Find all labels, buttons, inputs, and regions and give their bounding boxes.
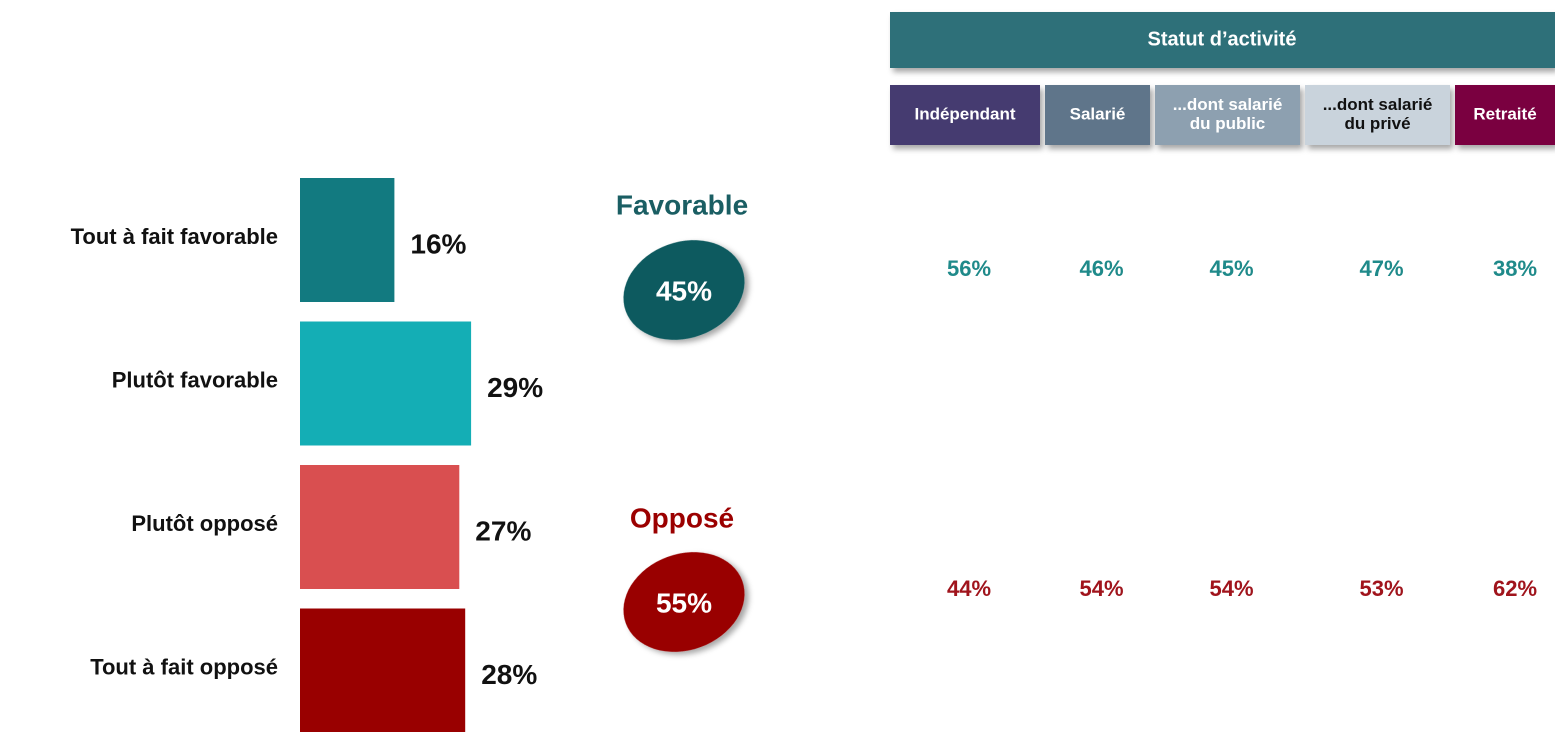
bar (300, 178, 395, 302)
bar (300, 608, 466, 732)
column-header (1305, 85, 1450, 145)
summary-value: 55% (656, 587, 712, 618)
value-label: 27% (475, 515, 531, 546)
category-label: Tout à fait favorable (71, 224, 278, 249)
column-label: ...dont salarié (1173, 95, 1283, 114)
table-value: 47% (1359, 256, 1403, 281)
summary-title: Favorable (616, 189, 748, 220)
table-value: 53% (1359, 576, 1403, 601)
table-title: Statut d’activité (1148, 28, 1297, 50)
value-label: 28% (481, 659, 537, 690)
table-value: 62% (1493, 576, 1537, 601)
summary-title: Opposé (630, 502, 734, 533)
summary-oval (623, 240, 745, 340)
column-label: du privé (1344, 114, 1410, 133)
table-value: 44% (947, 576, 991, 601)
column-header (1045, 85, 1150, 145)
table-value: 56% (947, 256, 991, 281)
bar (300, 465, 460, 589)
column-label: du public (1190, 114, 1266, 133)
column-label: ...dont salarié (1323, 95, 1433, 114)
summary-oval (623, 552, 745, 652)
table-value: 54% (1079, 576, 1123, 601)
table-header (890, 12, 1555, 68)
summary-value: 45% (656, 275, 712, 306)
column-label: Retraité (1473, 104, 1536, 123)
column-header (1455, 85, 1555, 145)
category-label: Tout à fait opposé (90, 654, 278, 679)
category-label: Plutôt opposé (131, 511, 278, 536)
table-value: 46% (1079, 256, 1123, 281)
table-value: 38% (1493, 256, 1537, 281)
table-value: 45% (1209, 256, 1253, 281)
value-label: 16% (410, 228, 466, 259)
table-value: 54% (1209, 576, 1253, 601)
bar (300, 321, 472, 446)
column-label: Indépendant (914, 104, 1015, 123)
column-header (890, 85, 1040, 145)
category-label: Plutôt favorable (112, 367, 278, 392)
column-header (1155, 85, 1300, 145)
value-label: 29% (487, 372, 543, 403)
column-label: Salarié (1070, 104, 1126, 123)
